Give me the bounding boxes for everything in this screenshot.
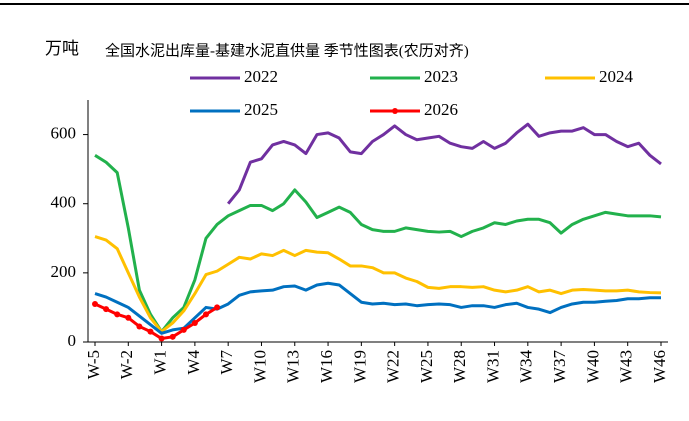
x-tick-label: W19 (350, 350, 369, 383)
series-marker (125, 314, 132, 321)
x-tick-label: W46 (650, 350, 669, 383)
x-tick-label: W-2 (117, 350, 136, 379)
series-marker (214, 304, 221, 311)
x-tick-label: W-5 (84, 350, 103, 379)
legend-label: 2026 (424, 100, 458, 119)
series-marker (147, 328, 154, 335)
series-marker (169, 333, 176, 340)
series-marker (103, 306, 110, 313)
x-tick-label: W28 (450, 350, 469, 383)
y-tick-label: 600 (51, 123, 77, 142)
x-tick-label: W40 (583, 350, 602, 383)
y-axis-unit: 万吨 (45, 39, 79, 58)
x-tick-label: W16 (317, 350, 336, 383)
x-tick-label: W34 (517, 350, 536, 384)
series-line (94, 235, 662, 334)
y-tick-label: 0 (68, 331, 77, 350)
x-tick-label: W10 (250, 350, 269, 383)
series-line (94, 281, 661, 335)
series-line (227, 122, 662, 205)
y-tick-label: 200 (51, 262, 77, 281)
x-tick-label: W4 (184, 350, 203, 375)
legend-label: 2022 (244, 67, 278, 86)
x-tick-label: W31 (483, 350, 502, 383)
x-tick-label: W13 (284, 350, 303, 383)
series-marker (191, 319, 198, 326)
series-marker (180, 326, 187, 333)
y-tick-label: 400 (51, 193, 77, 212)
x-tick-label: W22 (384, 350, 403, 383)
series-marker (114, 311, 121, 318)
legend-label: 2023 (424, 67, 458, 86)
series-marker (202, 311, 209, 318)
x-tick-label: W1 (150, 350, 169, 375)
legend-label: 2025 (244, 100, 278, 119)
series-line (94, 154, 662, 334)
legend-marker (392, 108, 398, 114)
chart-title: 全国水泥出库量-基建水泥直供量 季节性图表(农历对齐) (105, 41, 469, 59)
series-marker (136, 323, 143, 330)
x-tick-label: W25 (417, 350, 436, 383)
series-marker (158, 335, 165, 342)
legend-label: 2024 (599, 67, 634, 86)
series-marker (92, 300, 98, 307)
x-tick-label: W37 (550, 350, 569, 384)
x-tick-label: W43 (617, 350, 636, 383)
x-tick-label: W7 (217, 350, 236, 375)
